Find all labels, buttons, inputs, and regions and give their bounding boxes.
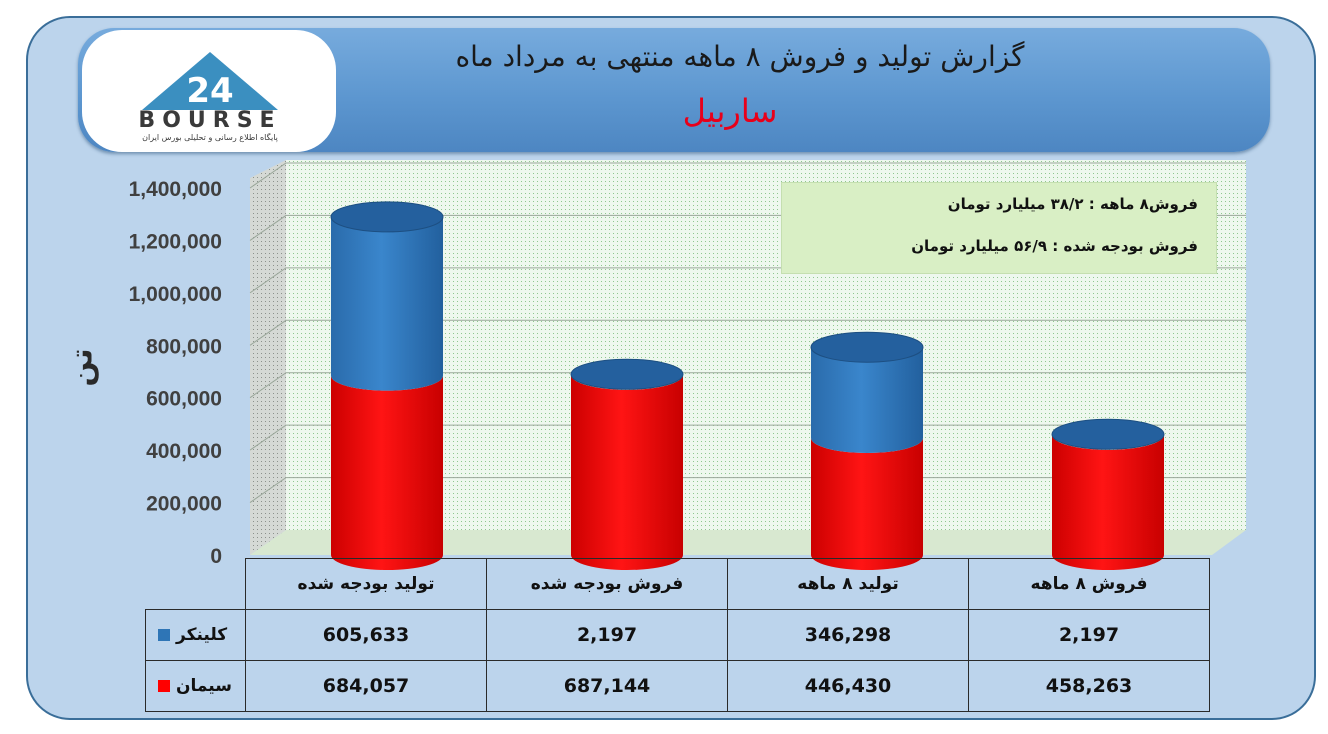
table-category-1: تولید بودجه شده xyxy=(245,558,487,610)
gridline xyxy=(249,477,1246,503)
y-tick-label: 200,000 xyxy=(146,493,222,516)
logo-brand-text: BOURSE xyxy=(138,108,281,133)
gridline xyxy=(249,424,1246,451)
bar-top-cap-2 xyxy=(570,358,684,390)
page-subtitle: ساربیل xyxy=(682,92,778,130)
logo-number: 24 xyxy=(186,71,233,111)
table-category-3: تولید ۸ ماهه xyxy=(727,558,969,610)
info-box: فروش۸ ماهه : ۳۸/۲ میلیارد تومان فروش بود… xyxy=(781,182,1217,274)
legend-label-clinker: کلینکر xyxy=(176,625,228,645)
bar-top-cap-1 xyxy=(330,201,444,233)
plot-floor xyxy=(250,530,1246,555)
page-title: گزارش تولید و فروش ۸ ماهه منتهی به مرداد… xyxy=(455,40,1025,73)
table-cell: 2,197 xyxy=(968,609,1210,661)
legend-cement: سیمان xyxy=(145,660,246,712)
bar-clinker-3 xyxy=(811,347,923,453)
table-cell: 446,430 xyxy=(727,660,969,712)
table-row-clinker: کلینکر 605,633 2,197 346,298 2,197 xyxy=(145,609,1210,661)
table-cell: 687,144 xyxy=(486,660,728,712)
bar-cement-3 xyxy=(811,437,923,570)
table-cell: 2,197 xyxy=(486,609,728,661)
legend-label-cement: سیمان xyxy=(176,676,232,696)
y-tick-label: 800,000 xyxy=(146,335,222,358)
y-tick-label: 400,000 xyxy=(146,440,222,463)
y-tick-label: 600,000 xyxy=(146,388,222,411)
info-budgeted-sales: فروش بودجه شده : ۵۶/۹ میلیارد تومان xyxy=(911,237,1198,255)
logo-tagline: پایگاه اطلاع رسانی و تحلیلی بورس ایران xyxy=(142,132,278,142)
table-cell: 605,633 xyxy=(245,609,487,661)
logo-triangle-icon xyxy=(142,52,278,110)
bar-cement-4 xyxy=(1052,434,1164,570)
logo-graphic: 24 BOURSE پایگاه اطلاع رسانی و تحلیلی بو… xyxy=(138,52,281,142)
table-category-4: فروش ۸ ماهه xyxy=(968,558,1210,610)
table-cell: 346,298 xyxy=(727,609,969,661)
plot-side-wall xyxy=(250,160,286,555)
data-table: تولید بودجه شده فروش بودجه شده تولید ۸ م… xyxy=(145,558,1210,712)
legend-clinker: کلینکر xyxy=(145,609,246,661)
table-row-cement: سیمان 684,057 687,144 446,430 458,263 xyxy=(145,660,1210,712)
y-tick-label: 1,000,000 xyxy=(129,283,222,306)
info-sales-8-month: فروش۸ ماهه : ۳۸/۲ میلیارد تومان xyxy=(947,195,1198,213)
table-corner xyxy=(145,558,246,610)
y-tick-labels: 0 200,000 400,000 600,000 800,000 1,000,000 1,… xyxy=(129,178,222,568)
bar-top-cap-3 xyxy=(810,331,924,363)
legend-swatch-cement xyxy=(158,680,170,692)
logo: 24 BOURSE پایگاه اطلاع رسانی و تحلیلی بو… xyxy=(82,30,336,152)
y-tick-label: 1,400,000 xyxy=(129,178,222,201)
table-cell: 458,263 xyxy=(968,660,1210,712)
gridline xyxy=(249,319,1246,346)
bars xyxy=(330,201,1165,570)
bar-cement-1 xyxy=(331,375,443,570)
table-category-2: فروش بودجه شده xyxy=(486,558,728,610)
table-cell: 684,057 xyxy=(245,660,487,712)
bar-cement-2 xyxy=(571,374,683,570)
y-axis-unit-label: تن xyxy=(64,348,100,387)
table-header-row: تولید بودجه شده فروش بودجه شده تولید ۸ م… xyxy=(145,558,1210,610)
y-tick-label: 0 xyxy=(210,545,222,568)
y-tick-label: 1,200,000 xyxy=(129,230,222,253)
legend-swatch-clinker xyxy=(158,629,170,641)
bar-top-cap-4 xyxy=(1051,418,1165,450)
gridline xyxy=(249,372,1246,399)
bar-clinker-1 xyxy=(331,216,443,391)
gridline xyxy=(249,162,1246,189)
